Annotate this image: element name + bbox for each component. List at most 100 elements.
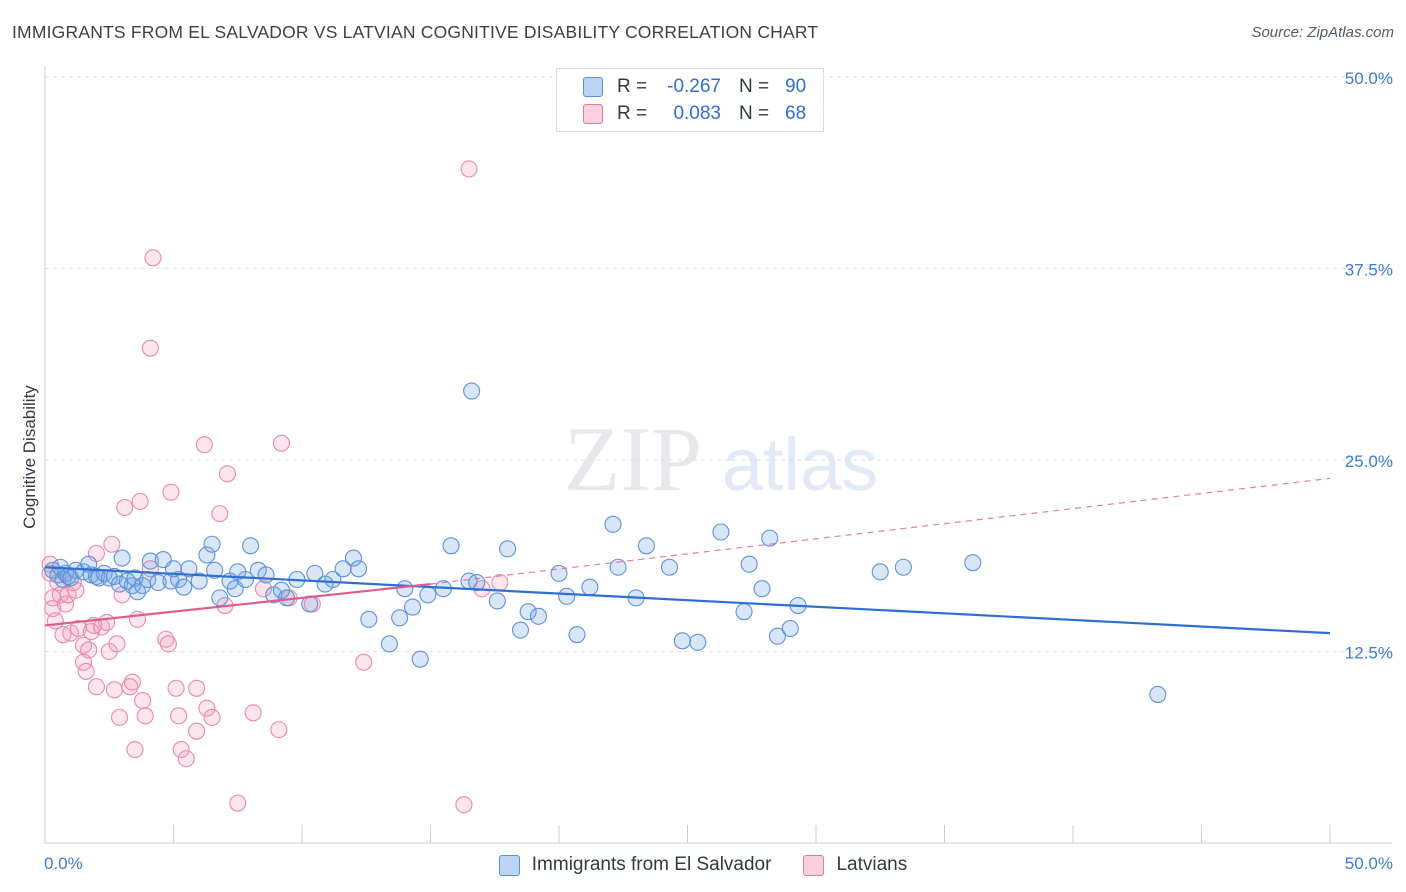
latvians-point [211, 505, 229, 523]
latvians-point [167, 679, 185, 697]
el-salvador-point [442, 537, 460, 555]
el-salvador-point [753, 580, 771, 598]
el-salvador-point [180, 560, 198, 578]
source-label: Source: ZipAtlas.com [1251, 24, 1394, 41]
watermark-zip: ZIP [564, 408, 702, 510]
el-salvador-point [211, 589, 229, 607]
el-salvador-point [609, 558, 627, 576]
watermark-atlas: atlas [722, 423, 878, 506]
latvians-point [218, 465, 237, 483]
trend-lines [44, 477, 1331, 635]
el-salvador-point [324, 570, 342, 589]
y-tick-label-1: 25.0% [1345, 452, 1393, 471]
latvians-point [244, 704, 262, 722]
latvians-point [110, 708, 129, 726]
latvians-point [108, 635, 126, 653]
el-salvador-point [488, 592, 506, 610]
latvians-point [195, 436, 213, 454]
el-salvador-point [242, 537, 260, 555]
latvians-point [134, 691, 152, 710]
el-salvador-point [519, 603, 537, 621]
latvians-point [159, 635, 177, 653]
latvians-point [203, 708, 221, 726]
legend-item-el-salvador: Immigrants from El Salvador [498, 854, 772, 876]
y-axis-label: Cognitive Disability [20, 385, 39, 529]
latvians-point [87, 678, 105, 696]
latvians-points [41, 160, 509, 814]
y-tick-label-0: 12.5% [1345, 644, 1393, 663]
el-salvador-point [761, 529, 779, 547]
el-salvador-point [468, 574, 486, 592]
latvians-point [460, 160, 478, 178]
el-salvador-point [660, 558, 679, 576]
latvians-point [105, 681, 123, 699]
latvians-point [98, 613, 116, 631]
el-salvador-point [499, 540, 517, 558]
n-label: N = [739, 103, 770, 124]
legend-swatch-latvians [803, 854, 825, 876]
el-salvador-point [511, 621, 530, 639]
el-salvador-point [198, 546, 216, 564]
latvians-point [103, 535, 121, 553]
el-salvador-point [964, 554, 982, 572]
el-salvador-point [673, 632, 691, 650]
el-salvador-trend-line [44, 566, 1331, 635]
tick-labels: 12.5% 25.0% 37.5% 50.0% 0.0% 50.0% [44, 69, 1393, 873]
axes [44, 66, 1392, 844]
n-value: 90 [785, 76, 807, 97]
r-value: -0.267 [667, 76, 721, 97]
el-salvador-point [203, 535, 221, 553]
legend-label-latvians: Latvians [836, 854, 908, 875]
el-salvador-point [689, 633, 707, 651]
el-salvador-point [637, 537, 655, 555]
el-salvador-point [740, 555, 758, 573]
latvians-trend-line-dashed [430, 477, 1331, 585]
latvians-point [157, 630, 175, 648]
el-salvador-point [149, 574, 167, 592]
latvians-point [144, 249, 162, 267]
el-salvador-point [396, 580, 414, 598]
el-salvador-point [712, 523, 730, 541]
n-label: N = [739, 76, 770, 97]
r-value: 0.083 [673, 103, 721, 124]
el-salvador-point [604, 515, 622, 533]
latvians-point [162, 483, 180, 501]
x-tick-label-0: 0.0% [44, 854, 83, 873]
el-salvador-point [1149, 685, 1167, 703]
el-salvador-point [411, 650, 429, 668]
latvians-point [128, 610, 147, 628]
el-salvador-swatch [583, 77, 603, 97]
el-salvador-point [871, 563, 889, 581]
latvians-point [170, 707, 188, 725]
chart-title: IMMIGRANTS FROM EL SALVADOR VS LATVIAN C… [12, 22, 819, 42]
legend-item-latvians: Latvians [803, 854, 907, 876]
latvians-point [172, 740, 190, 759]
el-salvador-point [344, 549, 362, 567]
el-salvador-point [581, 578, 599, 596]
latvians-point [188, 722, 206, 740]
el-salvador-point [190, 572, 208, 590]
el-salvador-point [334, 560, 352, 578]
stats-legend: R = -0.267 N = 90 R = 0.083 N = 68 [556, 68, 824, 132]
stats-row-latvians: R = 0.083 N = 68 [583, 101, 806, 127]
el-salvador-point [349, 560, 368, 578]
legend-label-el-salvador: Immigrants from El Salvador [531, 854, 772, 875]
el-salvador-point [403, 598, 422, 616]
gridlines [45, 76, 1392, 652]
n-value: 68 [785, 103, 807, 124]
legend-swatch-el-salvador [498, 854, 520, 876]
latvians-point [116, 498, 134, 517]
el-salvador-point [894, 558, 912, 576]
series-legend: Immigrants from El Salvador Latvians [0, 852, 1406, 878]
latvians-point [177, 750, 195, 768]
latvians-point [188, 679, 206, 697]
el-salvador-points [44, 382, 1167, 703]
el-salvador-point [175, 578, 193, 596]
el-salvador-point [380, 635, 398, 653]
el-salvador-point [206, 561, 224, 579]
el-salvador-point [141, 552, 159, 570]
latvians-point [491, 574, 509, 592]
el-salvador-point [360, 610, 378, 628]
latvians-swatch [583, 104, 603, 124]
latvians-point [272, 434, 290, 452]
